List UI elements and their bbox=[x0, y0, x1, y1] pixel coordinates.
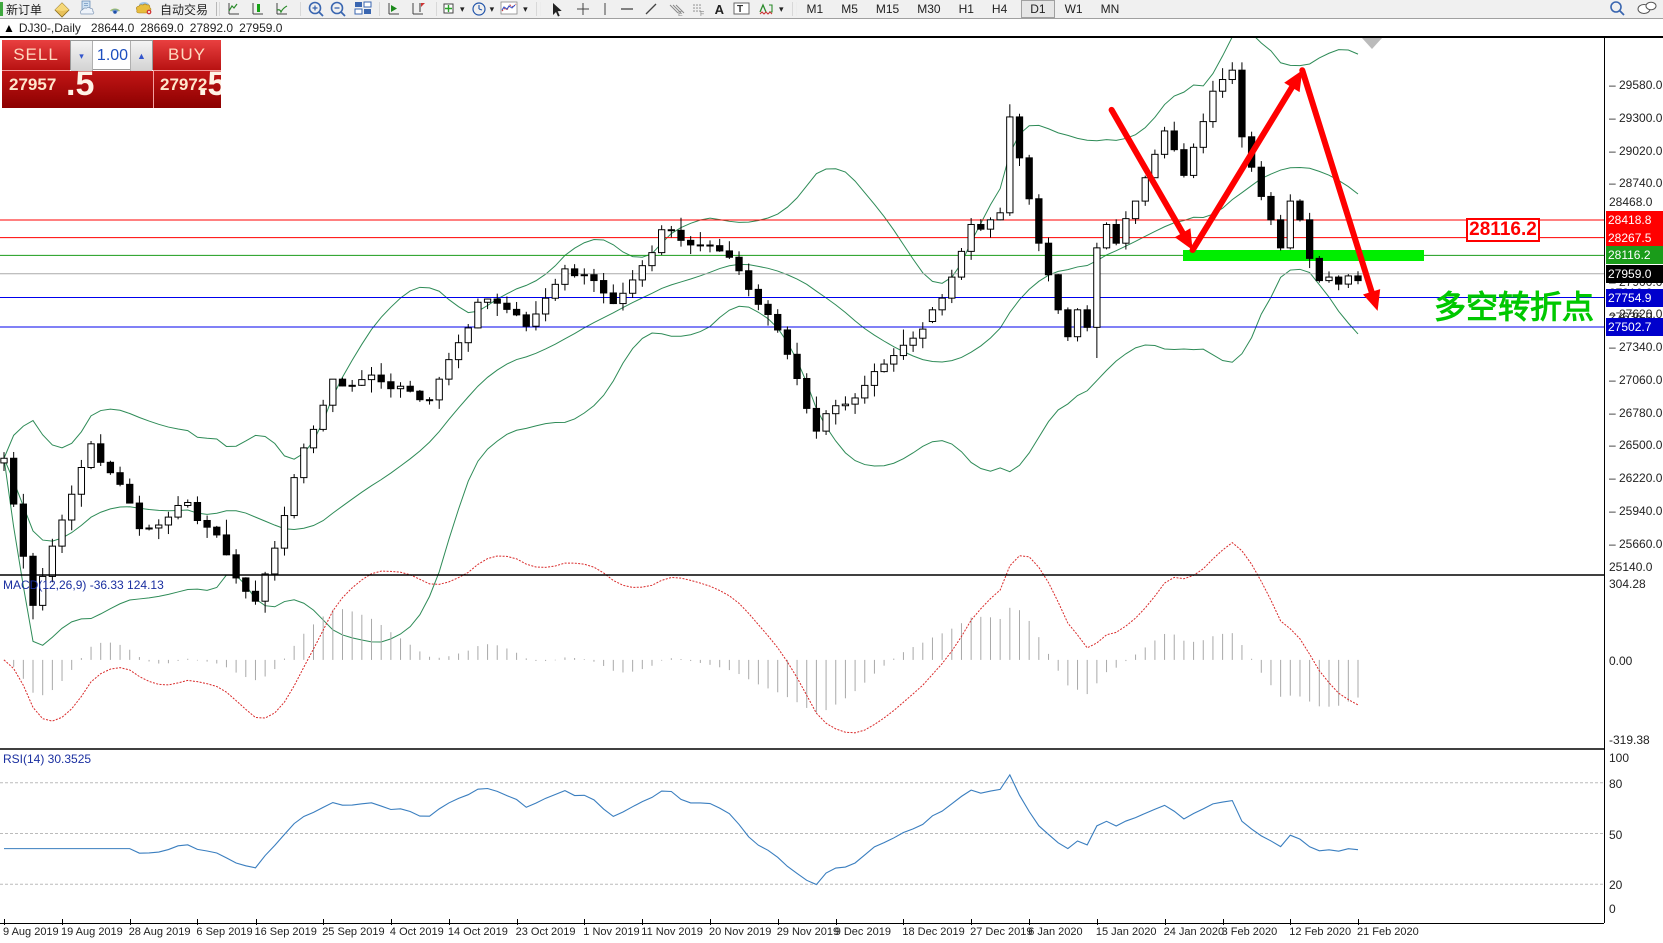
svg-text:T: T bbox=[737, 4, 743, 15]
svg-text:F: F bbox=[700, 11, 704, 17]
svg-text:E: E bbox=[678, 11, 683, 17]
